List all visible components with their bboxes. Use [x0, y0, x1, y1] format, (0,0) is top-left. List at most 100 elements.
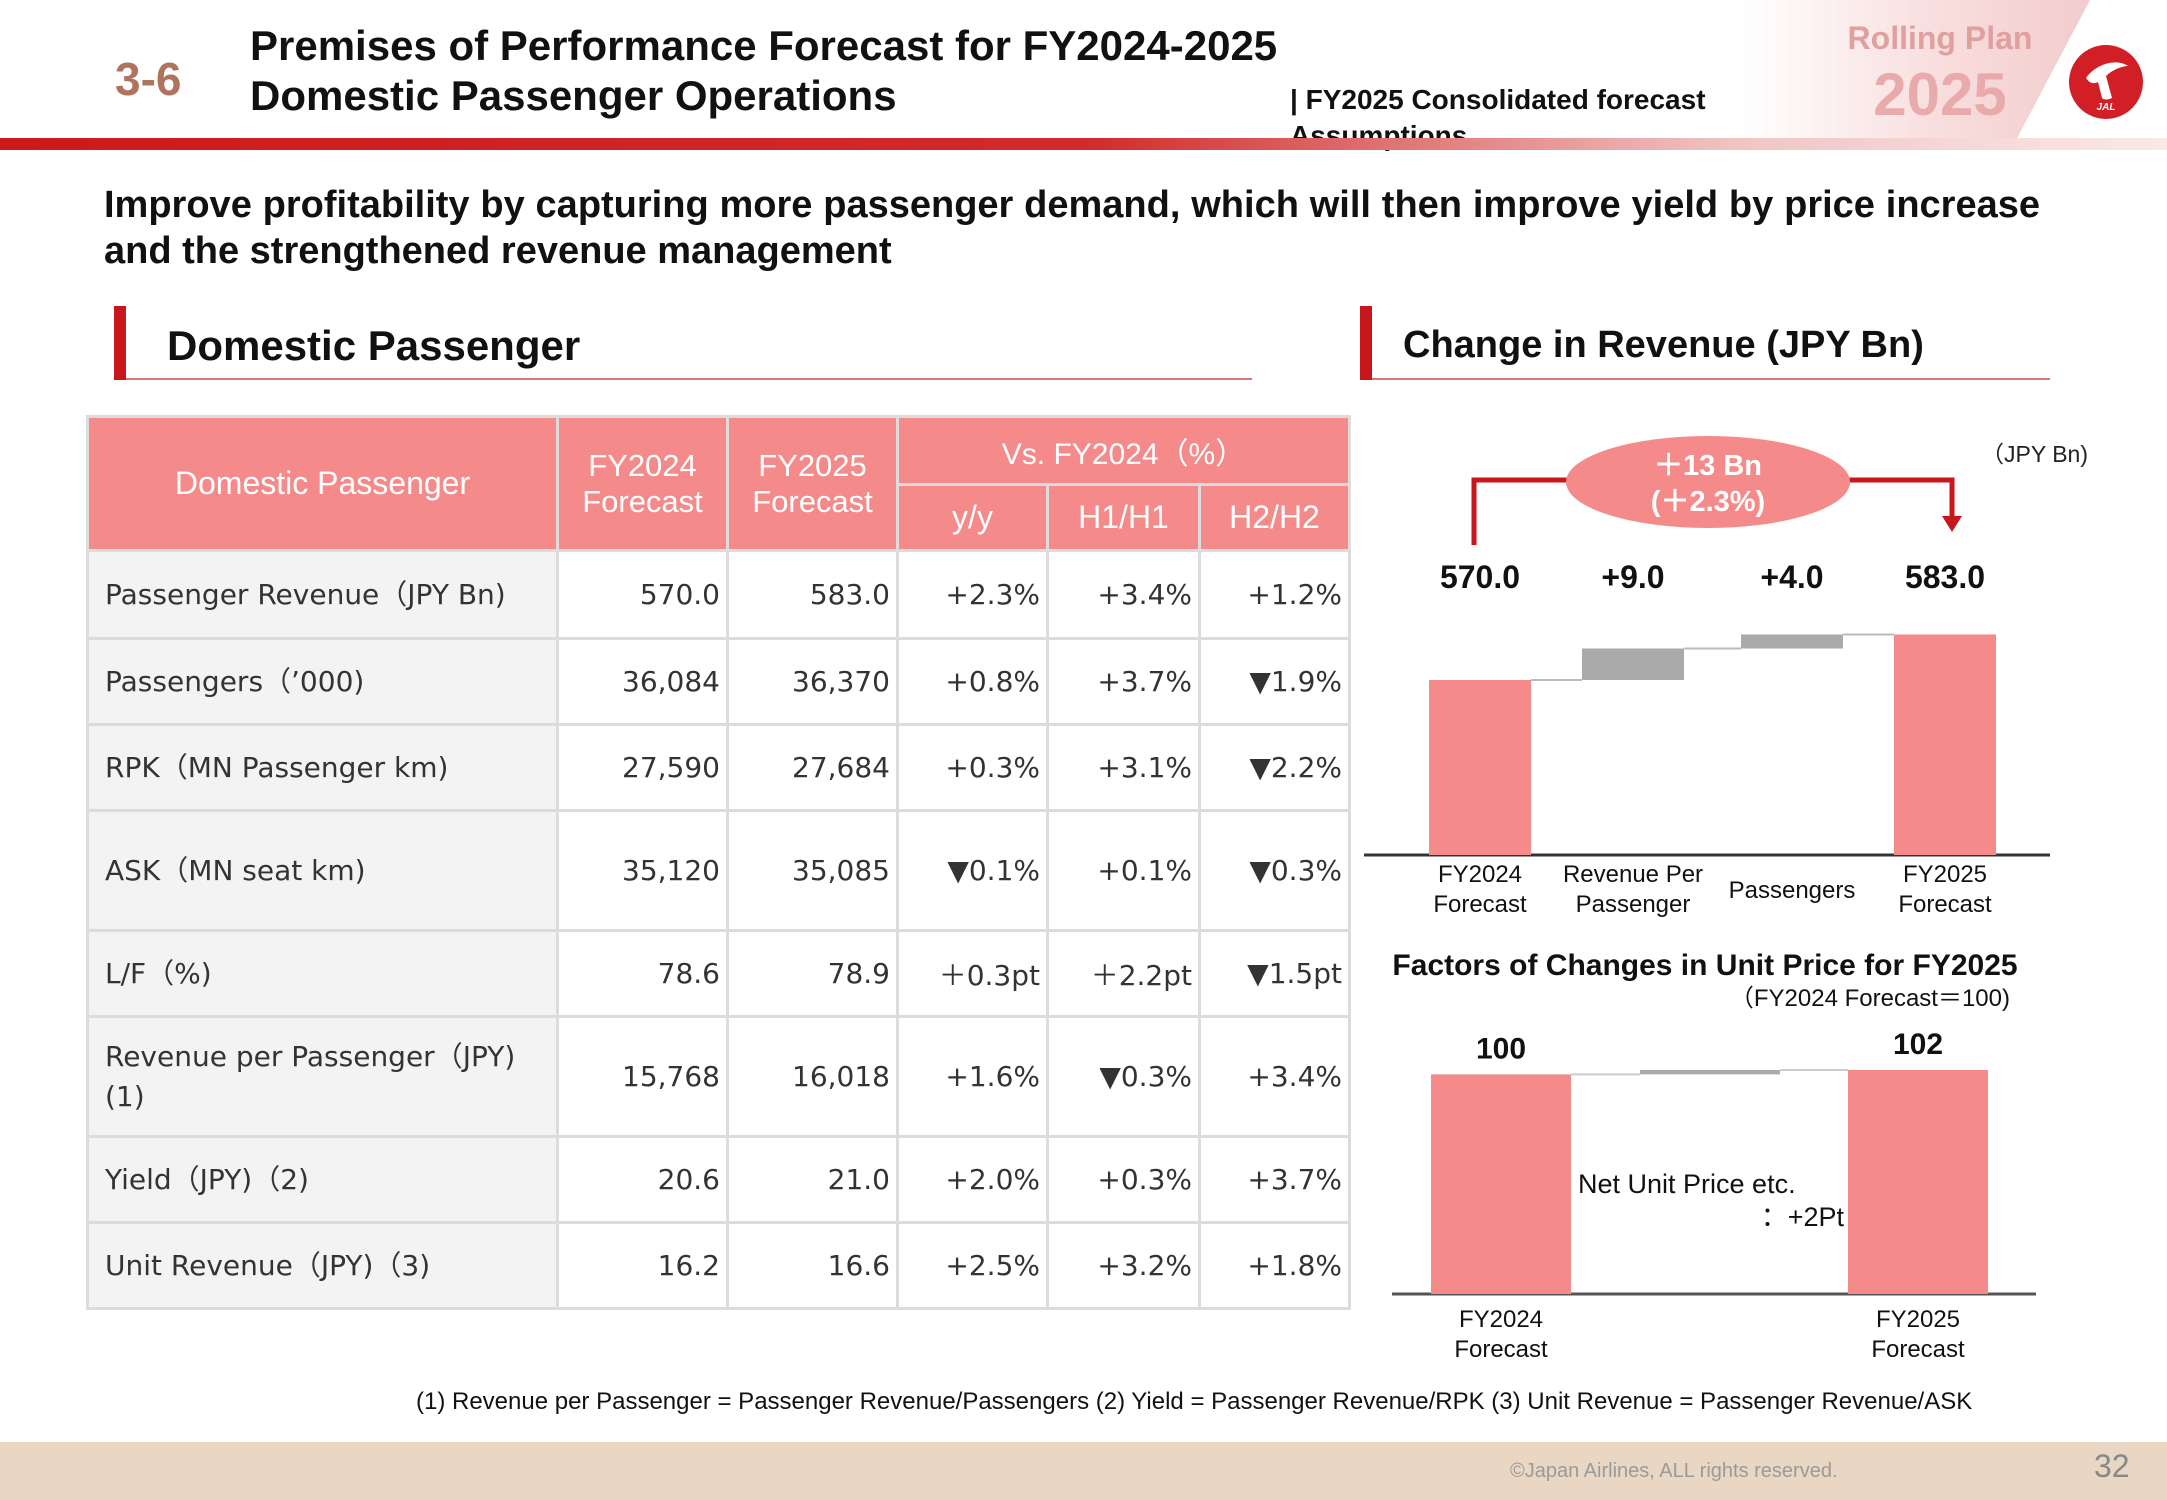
category-label: FY2024 Forecast [1433, 861, 1527, 918]
category-label: FY2025 Forecast [1871, 1306, 1965, 1360]
chart-unit-label: （JPY Bn) [1981, 441, 2088, 467]
bar-delta [1582, 648, 1684, 680]
revenue-change-chart: （JPY Bn) 570.0 FY2024 Forecast +9.0 Revenue … [1364, 436, 2088, 918]
header-divider [0, 138, 2167, 150]
rolling-plan-label: Rolling Plan [1847, 20, 2033, 56]
data-label: +4.0 [1760, 559, 1823, 595]
section-number: 3-6 [115, 53, 182, 105]
callout-text: ＋13 Bn (＋2.3%) [1651, 450, 1765, 518]
data-label: 102 [1893, 1028, 1943, 1061]
row-label: ASK（MN seat km) [86, 809, 559, 932]
row-label: Yield（JPY)（2) [86, 1135, 559, 1224]
table-row: Revenue per Passenger（JPY) (1) 15,768 16,0… [86, 1015, 1351, 1138]
bar-total [1848, 1070, 1988, 1294]
row-label: Passenger Revenue（JPY Bn) [86, 549, 559, 640]
row-label: Unit Revenue（JPY)（3) [86, 1221, 559, 1310]
section-accent-bar [114, 306, 126, 380]
table-cell: ▼1.9% [1198, 637, 1351, 726]
table-cell: +3.2% [1046, 1221, 1201, 1310]
table-cell: +0.3% [896, 723, 1049, 812]
table-cell: 27,590 [556, 723, 729, 812]
table-row: Yield（JPY)（2) 20.6 21.0 +2.0% +0.3% +3.7% [86, 1135, 1351, 1224]
header-fy2024-forecast: FY2024 Forecast [556, 415, 729, 552]
table-cell: ＋0.3pt [896, 929, 1049, 1018]
table-cell: +2.3% [896, 549, 1049, 640]
table-cell: 36,084 [556, 637, 729, 726]
table-row: RPK（MN Passenger km) 27,590 27,684 +0.3% +3.… [86, 723, 1351, 812]
section-title-revenue: Change in Revenue (JPY Bn) [1403, 324, 1924, 366]
header-h2: H2/H2 [1198, 483, 1351, 552]
svg-text:JAL: JAL [2097, 102, 2116, 113]
table-cell: ▼2.2% [1198, 723, 1351, 812]
lead-statement: Improve profitability by capturing more … [104, 184, 2040, 272]
domestic-passenger-table: Domestic Passenger FY2024 Forecast FY202… [86, 415, 1351, 1310]
header-fy2025-forecast: FY2025 Forecast [726, 415, 899, 552]
unit-price-annotation-value: ：+2Pt [1761, 1202, 1845, 1232]
table-row: Unit Revenue（JPY)（3) 16.2 16.6 +2.5% +3.2% +1… [86, 1221, 1351, 1310]
table-cell: 583.0 [726, 549, 899, 640]
section-title-domestic: Domestic Passenger [167, 322, 581, 369]
header-yy: y/y [896, 483, 1049, 552]
table-cell: +3.1% [1046, 723, 1201, 812]
unit-price-chart-subtitle: （FY2024 Forecast＝100) [1730, 985, 2010, 1012]
table-cell: +1.6% [896, 1015, 1049, 1138]
row-label: RPK（MN Passenger km) [86, 723, 559, 812]
table-cell: 15,768 [556, 1015, 729, 1138]
data-label: 570.0 [1440, 559, 1520, 595]
row-label: L/F（%) [86, 929, 559, 1018]
table-cell: +2.5% [896, 1221, 1049, 1310]
data-label: +9.0 [1601, 559, 1664, 595]
unit-price-chart-title: Factors of Changes in Unit Price for FY2… [1392, 949, 2017, 982]
callout-bubble [1566, 436, 1850, 528]
row-label: Revenue per Passenger（JPY) (1) [86, 1015, 559, 1138]
table-cell: 20.6 [556, 1135, 729, 1224]
table-cell: +2.0% [896, 1135, 1049, 1224]
section-underline [126, 378, 1252, 380]
page-title-secondary: Domestic Passenger Operations [250, 72, 897, 119]
table-row: L/F（%) 78.6 78.9 ＋0.3pt ＋2.2pt ▼1.5pt [86, 929, 1351, 1018]
table-cell: 570.0 [556, 549, 729, 640]
page-subtitle: | FY2025 Consolidated forecast Assumptio… [1290, 84, 1706, 151]
table-cell: ▼1.5pt [1198, 929, 1351, 1018]
table-cell: +1.2% [1198, 549, 1351, 640]
data-label: 583.0 [1905, 559, 1985, 595]
category-label: FY2025 Forecast [1898, 861, 1992, 918]
unit-price-annotation: Net Unit Price etc. [1578, 1169, 1796, 1199]
table-cell: 78.6 [556, 929, 729, 1018]
table-cell: 36,370 [726, 637, 899, 726]
table-row: Passengers（’000) 36,084 36,370 +0.8% +3.7% ▼1… [86, 637, 1351, 726]
bar-total [1431, 1074, 1571, 1294]
table-cell: +3.4% [1198, 1015, 1351, 1138]
table-cell: 16.2 [556, 1221, 729, 1310]
table-cell: +1.8% [1198, 1221, 1351, 1310]
table-row: ASK（MN seat km) 35,120 35,085 ▼0.1% +0.1% ▼0.… [86, 809, 1351, 932]
table-cell: ▼0.1% [896, 809, 1049, 932]
section-accent-bar [1360, 306, 1372, 380]
row-label: Passengers（’000) [86, 637, 559, 726]
rolling-plan-year: 2025 [1873, 61, 2007, 128]
table-cell: 16,018 [726, 1015, 899, 1138]
table-row: Passenger Revenue（JPY Bn) 570.0 583.0 +2.3%… [86, 549, 1351, 640]
bar-delta [1640, 1070, 1780, 1075]
footnote: (1) Revenue per Passenger = Passenger Re… [416, 1388, 1973, 1415]
table-cell: 35,120 [556, 809, 729, 932]
category-label: FY2024 Forecast [1454, 1306, 1548, 1360]
table-cell: 78.9 [726, 929, 899, 1018]
table-cell: +0.3% [1046, 1135, 1201, 1224]
table-cell: +3.7% [1198, 1135, 1351, 1224]
table-cell: +3.7% [1046, 637, 1201, 726]
bar-total [1894, 634, 1996, 855]
copyright: ©Japan Airlines, ALL rights reserved. [1510, 1460, 1838, 1482]
table-cell: +0.8% [896, 637, 1049, 726]
header-vs-fy2024: Vs. FY2024（%） [896, 415, 1351, 486]
table-cell: 27,684 [726, 723, 899, 812]
footer-bar [0, 1442, 2167, 1500]
table-cell: +3.4% [1046, 549, 1201, 640]
table-cell: ＋2.2pt [1046, 929, 1201, 1018]
header-domestic-passenger: Domestic Passenger [86, 415, 559, 552]
table-cell: 16.6 [726, 1221, 899, 1310]
category-label: Passengers [1729, 877, 1856, 904]
table-cell: 21.0 [726, 1135, 899, 1224]
unit-price-chart: Factors of Changes in Unit Price for FY2… [1392, 949, 2036, 1360]
header-h1: H1/H1 [1046, 483, 1201, 552]
